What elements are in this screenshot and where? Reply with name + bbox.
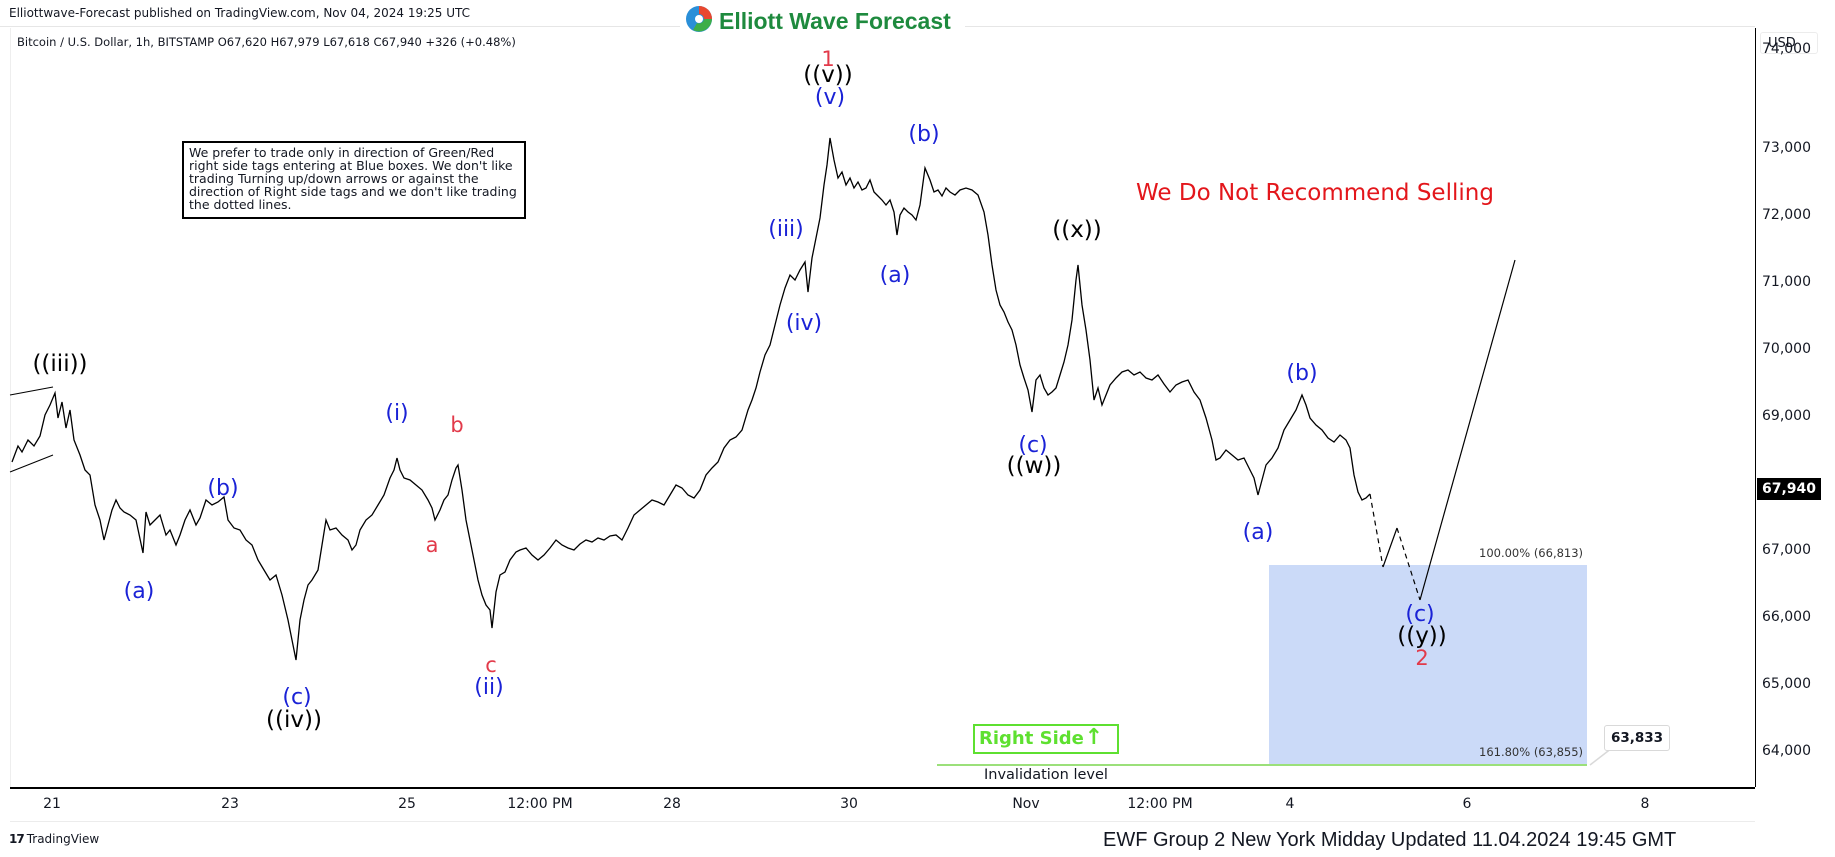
price-tick: 65,000 xyxy=(1762,676,1811,692)
tv-logo-text: TradingView xyxy=(26,832,100,846)
wave-label: (a) xyxy=(1242,520,1274,545)
symbol-legend[interactable]: Bitcoin / U.S. Dollar, 1h, BITSTAMP O67,… xyxy=(17,35,516,49)
invalidation-line xyxy=(937,764,1587,766)
time-tick: 12:00 PM xyxy=(507,796,573,812)
price-tick: 74,000 xyxy=(1762,41,1811,57)
divider xyxy=(965,26,1755,27)
fib-161-label: 161.80% (63,855) xyxy=(1479,745,1584,759)
wave-label: (b) xyxy=(1286,361,1318,386)
wave-label: 1 xyxy=(821,47,835,71)
time-tick: 8 xyxy=(1640,796,1650,812)
wave-label: (c) xyxy=(1405,602,1435,627)
time-tick: 4 xyxy=(1285,796,1295,812)
wave-label: b xyxy=(450,413,464,437)
wave-label: ((iv)) xyxy=(266,707,322,733)
wave-label: (b) xyxy=(908,122,940,147)
price-tick: 70,000 xyxy=(1762,341,1811,357)
wave-label: (iv) xyxy=(785,311,823,336)
time-tick: 21 xyxy=(43,796,61,812)
brand-logo: Elliott Wave Forecast xyxy=(685,5,951,37)
currency-button[interactable]: USD xyxy=(1760,32,1818,54)
wave-label: c xyxy=(485,653,497,677)
wave-label: (c) xyxy=(1018,433,1048,458)
wave-label: (iii) xyxy=(768,217,804,242)
time-tick: 28 xyxy=(663,796,681,812)
right-side-tag: Right Side ↑ xyxy=(973,724,1119,754)
last-price-badge: 67,940 xyxy=(1757,478,1821,500)
blue-box-zone xyxy=(1269,565,1587,765)
divider xyxy=(0,26,680,27)
invalidation-label: Invalidation level xyxy=(984,767,1108,783)
wave-label: 2 xyxy=(1415,646,1429,670)
price-tick: 73,000 xyxy=(1762,140,1811,156)
warning-text: We Do Not Recommend Selling xyxy=(1136,180,1494,206)
wave-label: ((y)) xyxy=(1397,623,1447,649)
wave-label: (i) xyxy=(385,401,409,426)
wave-label: ((w)) xyxy=(1006,453,1062,479)
price-tick: 64,000 xyxy=(1762,743,1811,759)
time-axis-divider xyxy=(10,787,1755,789)
wave-label: (c) xyxy=(282,685,312,710)
time-tick: 25 xyxy=(398,796,416,812)
price-tick: 72,000 xyxy=(1762,207,1811,223)
time-tick: 30 xyxy=(840,796,858,812)
wave-label: a xyxy=(425,533,439,557)
time-tick: 6 xyxy=(1462,796,1472,812)
price-tick: 69,000 xyxy=(1762,408,1811,424)
wave-label: (b) xyxy=(207,476,239,501)
publish-info: Elliottwave-Forecast published on Tradin… xyxy=(9,6,470,20)
wave-label: (a) xyxy=(123,579,155,604)
time-axis[interactable] xyxy=(10,789,1755,822)
price-axis[interactable] xyxy=(1755,28,1835,787)
wave-label: (v) xyxy=(814,85,846,110)
tv-logo-icon: 17 xyxy=(9,832,25,846)
price-tick: 67,000 xyxy=(1762,542,1811,558)
wave-label: ((iii)) xyxy=(32,351,88,377)
time-tick: Nov xyxy=(1012,796,1040,812)
arrow-up-icon: ↑ xyxy=(1084,725,1103,750)
fib-100-label: 100.00% (66,813) xyxy=(1479,546,1584,560)
brand-name: Elliott Wave Forecast xyxy=(719,7,951,34)
price-tick: 66,000 xyxy=(1762,609,1811,625)
wave-label: ((x)) xyxy=(1052,217,1102,243)
invalidation-price-callout: 63,833 xyxy=(1604,725,1670,751)
tradingview-logo[interactable]: 17 TradingView xyxy=(9,832,99,846)
time-tick: 12:00 PM xyxy=(1127,796,1193,812)
wave-label: (a) xyxy=(879,263,911,288)
chart-pane[interactable] xyxy=(10,28,1756,787)
ewf-logo-icon xyxy=(685,5,713,37)
trading-note-box: We prefer to trade only in direction of … xyxy=(182,141,526,219)
time-tick: 23 xyxy=(221,796,239,812)
wave-label: ((v)) xyxy=(803,62,853,88)
right-side-label: Right Side xyxy=(979,728,1084,749)
wave-label: (ii) xyxy=(474,675,504,700)
update-caption: EWF Group 2 New York Midday Updated 11.0… xyxy=(1103,829,1677,851)
price-tick: 71,000 xyxy=(1762,274,1811,290)
